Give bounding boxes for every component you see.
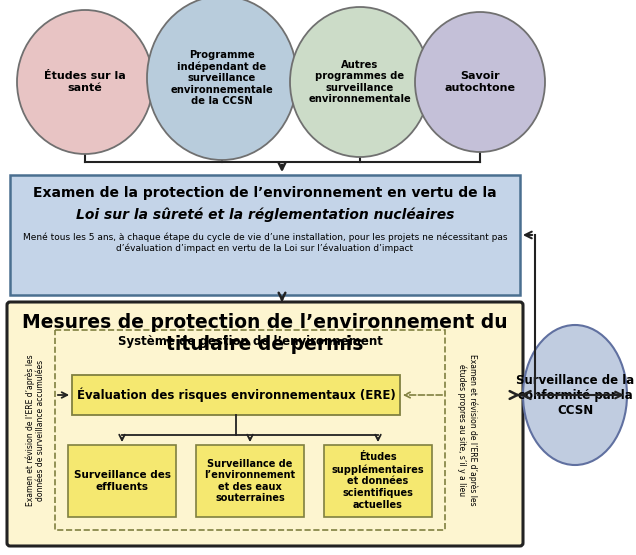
Text: Mené tous les 5 ans, à chaque étape du cycle de vie d’une installation, pour les: Mené tous les 5 ans, à chaque étape du c… — [23, 233, 508, 253]
FancyBboxPatch shape — [68, 445, 176, 517]
Text: Surveillance de la
conformité par la
CCSN: Surveillance de la conformité par la CCS… — [516, 374, 634, 416]
Text: Surveillance des
effluents: Surveillance des effluents — [74, 470, 170, 492]
FancyBboxPatch shape — [324, 445, 432, 517]
Text: Autres
programmes de
surveillance
environnementale: Autres programmes de surveillance enviro… — [308, 59, 411, 104]
Ellipse shape — [415, 12, 545, 152]
Ellipse shape — [17, 10, 153, 154]
FancyBboxPatch shape — [196, 445, 304, 517]
Ellipse shape — [147, 0, 297, 160]
Text: Mesures de protection de l’environnement du
titulaire de permis: Mesures de protection de l’environnement… — [22, 312, 508, 354]
Text: Examen de la protection de l’environnement en vertu de la: Examen de la protection de l’environneme… — [33, 186, 497, 200]
Text: Examen et révision de l’ERE d’après les
données de surveillance accumulées: Examen et révision de l’ERE d’après les … — [25, 354, 45, 506]
FancyBboxPatch shape — [72, 375, 400, 415]
Text: Études sur la
santé: Études sur la santé — [44, 71, 126, 93]
Text: Évaluation des risques environnementaux (ERE): Évaluation des risques environnementaux … — [76, 388, 396, 402]
Text: Loi sur la sûreté et la réglementation nucléaires: Loi sur la sûreté et la réglementation n… — [76, 208, 454, 222]
Text: Savoir
autochtone: Savoir autochtone — [445, 71, 516, 93]
Ellipse shape — [523, 325, 627, 465]
FancyBboxPatch shape — [7, 302, 523, 546]
Text: Examen et révision de l’ERE d’après les
études propres au site, s’il y a lieu: Examen et révision de l’ERE d’après les … — [457, 354, 477, 506]
Text: Système de gestion de l’environnement: Système de gestion de l’environnement — [118, 336, 382, 349]
Text: Surveillance de
l’environnement
et des eaux
souterraines: Surveillance de l’environnement et des e… — [204, 458, 296, 503]
FancyBboxPatch shape — [10, 175, 520, 295]
Text: Études
supplémentaires
et données
scientifiques
actuelles: Études supplémentaires et données scient… — [332, 452, 424, 509]
Text: Programme
indépendant de
surveillance
environnementale
de la CCSN: Programme indépendant de surveillance en… — [170, 49, 273, 107]
Ellipse shape — [290, 7, 430, 157]
